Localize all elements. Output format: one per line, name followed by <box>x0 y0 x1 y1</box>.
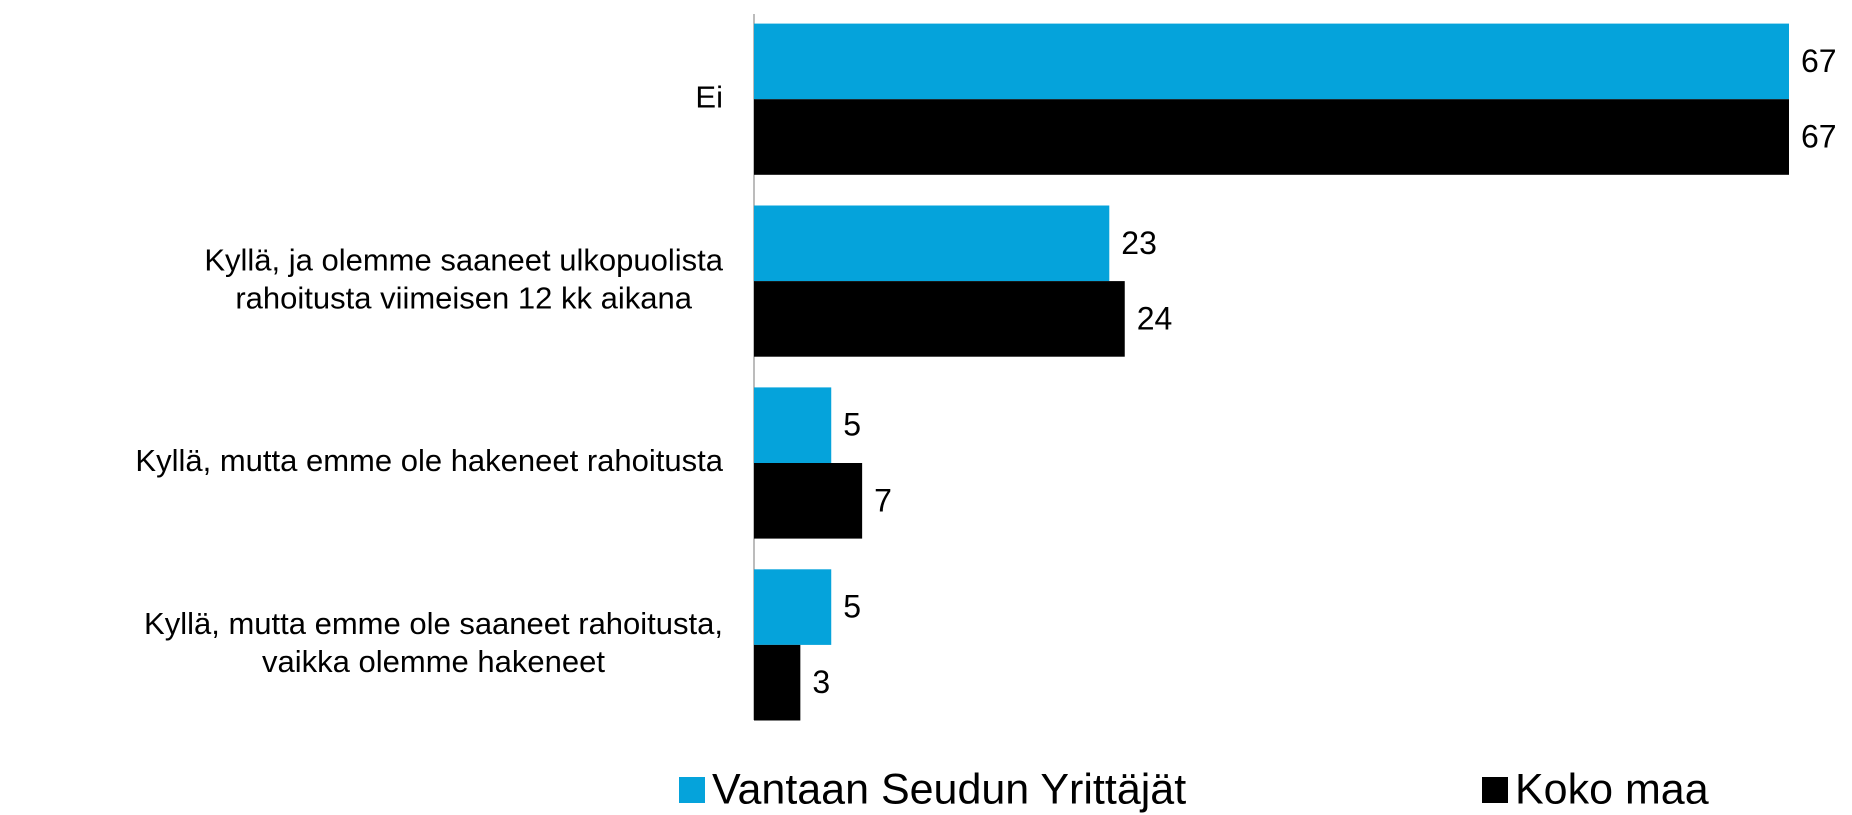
legend-swatch <box>679 777 705 803</box>
legend-label: Vantaan Seudun Yrittäjät <box>712 765 1186 813</box>
category-label: Ei <box>695 79 723 114</box>
category-label: rahoitusta viimeisen 12 kk aikana <box>235 280 692 315</box>
category-label: vaikka olemme hakeneet <box>262 644 605 679</box>
value-label: 3 <box>812 664 830 700</box>
value-label: 67 <box>1801 118 1837 154</box>
bar <box>754 281 1125 357</box>
value-label: 24 <box>1137 300 1173 336</box>
legend-label: Koko maa <box>1515 765 1709 813</box>
bar <box>754 463 863 539</box>
bar <box>754 387 832 463</box>
legend-swatch <box>1482 777 1508 803</box>
bar <box>754 569 832 645</box>
category-label: Kyllä, mutta emme ole saaneet rahoitusta… <box>144 606 723 641</box>
bar <box>754 99 1789 175</box>
bar <box>754 644 801 721</box>
value-label: 5 <box>843 407 861 443</box>
bar <box>754 23 1789 100</box>
category-label: Kyllä, ja olemme saaneet ulkopuolista <box>204 242 723 277</box>
value-label: 7 <box>874 482 892 518</box>
category-label: Kyllä, mutta emme ole hakeneet rahoitust… <box>135 443 723 478</box>
value-label: 23 <box>1121 225 1157 261</box>
value-label: 5 <box>843 589 861 625</box>
value-label: 67 <box>1801 43 1837 79</box>
bar <box>754 205 1110 282</box>
